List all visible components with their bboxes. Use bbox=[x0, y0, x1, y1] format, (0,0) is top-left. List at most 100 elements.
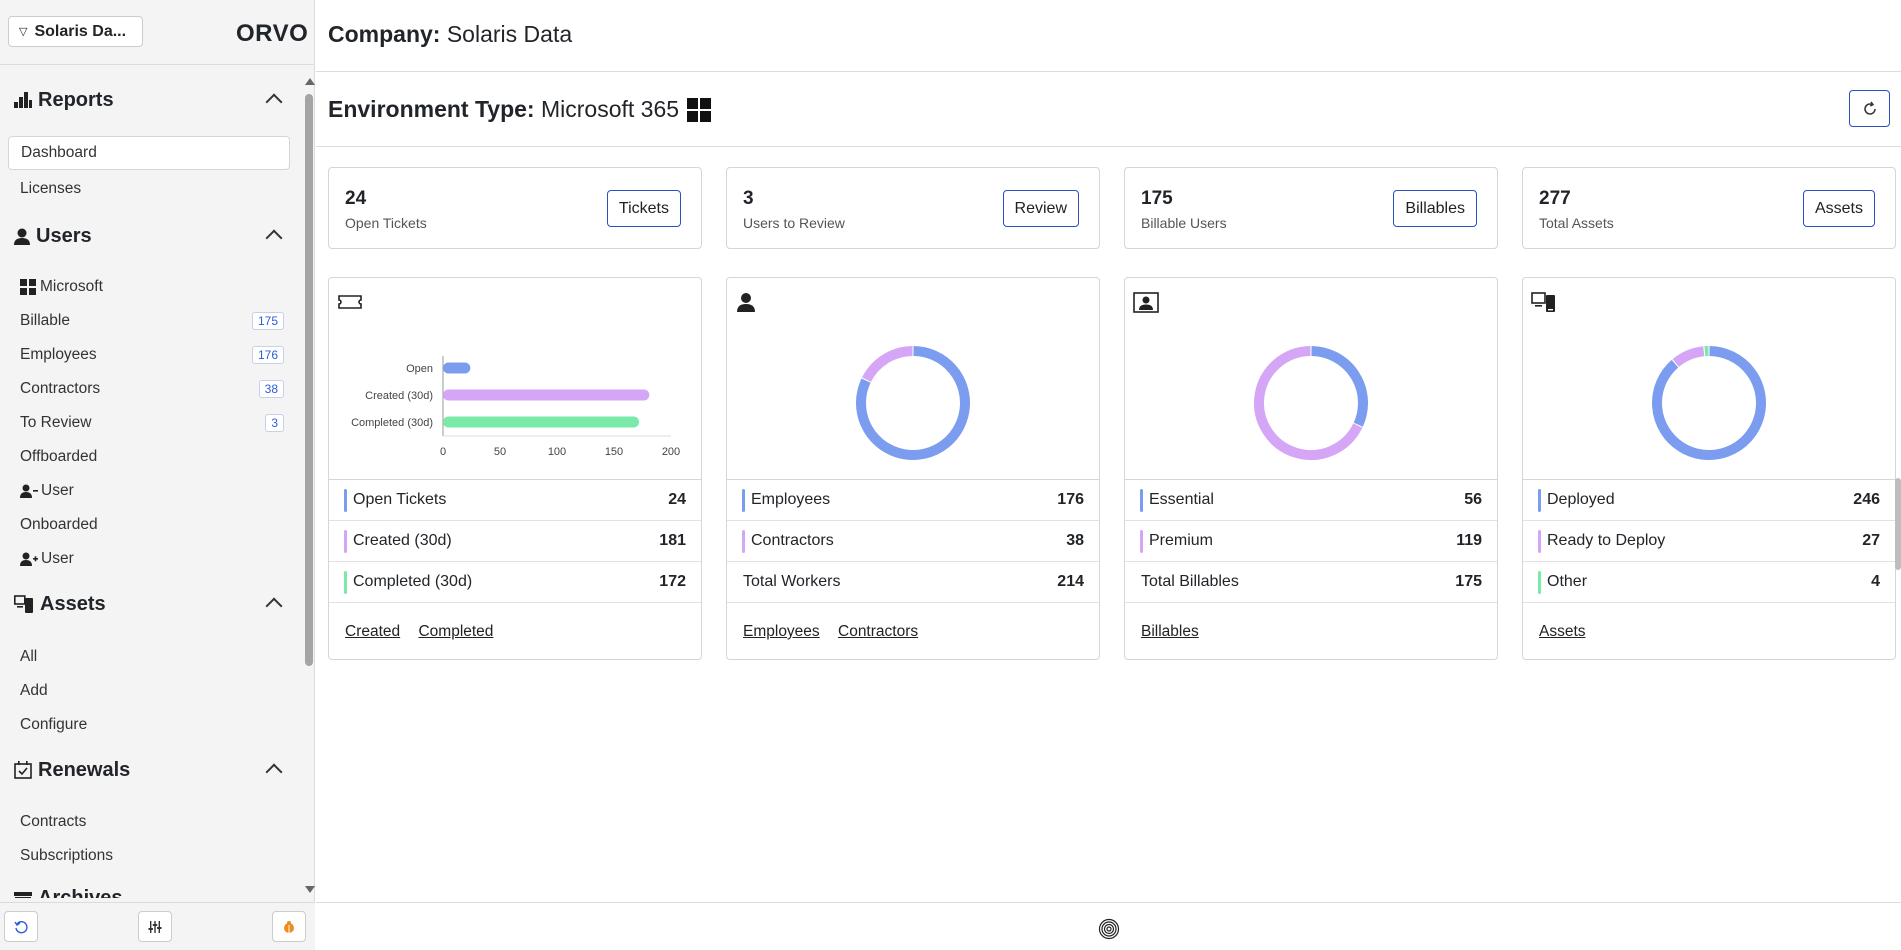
row-label: Open Tickets bbox=[353, 491, 447, 508]
nav-assets-add[interactable]: Add bbox=[20, 682, 48, 699]
bar-chart-icon bbox=[14, 92, 32, 108]
row-label: Total Workers bbox=[743, 573, 841, 590]
assets-donut-chart bbox=[1652, 346, 1766, 460]
chart-area bbox=[1125, 278, 1497, 480]
stat-card-assets: 277 Total Assets Assets bbox=[1522, 167, 1896, 249]
section-renewals-header[interactable]: Renewals bbox=[14, 756, 284, 784]
nav-users-contractors[interactable]: Contractors 38 bbox=[8, 372, 290, 406]
section-assets-header[interactable]: Assets bbox=[14, 590, 284, 618]
refresh-button[interactable] bbox=[1849, 90, 1890, 127]
nav-users-to-review[interactable]: To Review 3 bbox=[8, 406, 290, 440]
stat-label: Billable Users bbox=[1141, 215, 1227, 231]
page-title: Company: Solaris Data bbox=[328, 21, 572, 48]
bar bbox=[443, 416, 640, 428]
legend-row: Contractors 38 bbox=[727, 521, 1099, 562]
nav-users-billable[interactable]: Billable 175 bbox=[8, 304, 290, 338]
scroll-up-arrow-icon[interactable] bbox=[305, 78, 315, 85]
sidebar-divider bbox=[0, 64, 315, 65]
scroll-down-arrow-icon[interactable] bbox=[305, 886, 315, 893]
billables-chart-card: Essential 56 Premium 119 Total Billables… bbox=[1124, 277, 1498, 660]
nav-renewals-subscriptions[interactable]: Subscriptions bbox=[20, 847, 114, 864]
history-button[interactable] bbox=[4, 911, 38, 942]
assets-link[interactable]: Assets bbox=[1539, 623, 1586, 640]
nav-users-onboarded[interactable]: Onboarded bbox=[20, 516, 98, 533]
legend-marker bbox=[1538, 489, 1541, 512]
nav-licenses[interactable]: Licenses bbox=[20, 180, 82, 197]
nav-renewals-contracts[interactable]: Contracts bbox=[20, 813, 87, 830]
tickets-button[interactable]: Tickets bbox=[606, 190, 681, 227]
company-selector-button[interactable]: ▽ Solaris Da... bbox=[8, 16, 143, 47]
devices-icon bbox=[14, 595, 33, 613]
legend-marker bbox=[742, 530, 745, 553]
nav-onboard-user[interactable]: User bbox=[8, 542, 290, 576]
section-users-header[interactable]: Users bbox=[14, 222, 284, 250]
chevron-up-icon[interactable] bbox=[265, 597, 283, 615]
archive-icon bbox=[14, 892, 32, 898]
sidebar-nav: Reports Dashboard Licenses Users Microso… bbox=[0, 72, 302, 898]
settings-sliders-button[interactable] bbox=[138, 911, 172, 942]
nav-assets-configure[interactable]: Configure bbox=[20, 716, 88, 733]
chevron-up-icon[interactable] bbox=[265, 229, 283, 247]
row-value: 24 bbox=[668, 491, 686, 508]
legend-row: Employees 176 bbox=[727, 480, 1099, 521]
nav-assets-all[interactable]: All bbox=[20, 648, 38, 665]
employees-link[interactable]: Employees bbox=[743, 623, 820, 640]
row-value: 214 bbox=[1057, 573, 1084, 590]
legend-marker bbox=[1538, 530, 1541, 553]
assets-button[interactable]: Assets bbox=[1802, 190, 1875, 227]
bug-report-button[interactable] bbox=[272, 911, 306, 942]
main-scrollbar-thumb[interactable] bbox=[1895, 478, 1901, 570]
section-title: Reports bbox=[38, 88, 114, 111]
sidebar-header: ▽ Solaris Da... ORVO bbox=[0, 0, 315, 64]
row-label: Completed (30d) bbox=[353, 573, 473, 590]
fingerprint-icon bbox=[1098, 918, 1120, 940]
nav-users-employees[interactable]: Employees 176 bbox=[8, 338, 290, 372]
scrollbar-thumb[interactable] bbox=[305, 94, 313, 666]
created-link[interactable]: Created bbox=[345, 623, 401, 640]
tickets-bar-chart: Open Created (30d) Completed (30d) 0 50 100 15… bbox=[351, 356, 680, 458]
section-reports-header[interactable]: Reports bbox=[14, 86, 284, 114]
sidebar-scrollbar[interactable] bbox=[303, 72, 315, 898]
row-label: Other bbox=[1547, 573, 1588, 590]
row-label: Essential bbox=[1149, 491, 1214, 508]
sidebar-footer bbox=[0, 902, 315, 950]
contractors-link[interactable]: Contractors bbox=[838, 623, 919, 640]
env-divider bbox=[316, 146, 1901, 147]
billables-link[interactable]: Billables bbox=[1141, 623, 1199, 640]
workers-donut-chart bbox=[856, 346, 970, 460]
row-value: 172 bbox=[659, 573, 686, 590]
row-value: 38 bbox=[1066, 532, 1084, 549]
row-label: Ready to Deploy bbox=[1547, 532, 1666, 549]
chart-area bbox=[1523, 278, 1895, 480]
billables-button[interactable]: Billables bbox=[1393, 190, 1477, 227]
count-badge: 38 bbox=[258, 380, 284, 398]
category-label: Completed (30d) bbox=[351, 417, 433, 429]
row-label: Contractors bbox=[751, 532, 834, 549]
nav-label: User bbox=[41, 550, 74, 567]
review-button[interactable]: Review bbox=[1002, 190, 1079, 227]
user-icon bbox=[14, 228, 30, 245]
tickets-chart-card: Open Created (30d) Completed (30d) 0 50 100 15… bbox=[328, 277, 702, 660]
company-label: Company: bbox=[328, 21, 441, 47]
legend-row: Completed (30d) 172 bbox=[329, 562, 701, 603]
category-label: Open bbox=[406, 363, 433, 375]
stat-card-tickets: 24 Open Tickets Tickets bbox=[328, 167, 702, 249]
nav-offboard-user[interactable]: User bbox=[8, 474, 290, 508]
section-title: Assets bbox=[40, 592, 106, 615]
bug-icon bbox=[284, 920, 294, 933]
completed-link[interactable]: Completed bbox=[418, 623, 494, 640]
donut-slice bbox=[856, 346, 970, 460]
brand-logo: ORVO bbox=[236, 20, 309, 47]
nav-users-microsoft[interactable]: Microsoft bbox=[8, 270, 290, 304]
legend-row: Deployed 246 bbox=[1523, 480, 1895, 521]
section-archives-header[interactable]: Archives bbox=[14, 884, 284, 898]
x-tick-label: 200 bbox=[662, 446, 680, 458]
x-tick-label: 50 bbox=[494, 446, 506, 458]
nav-users-offboarded[interactable]: Offboarded bbox=[20, 448, 98, 465]
nav-dashboard[interactable]: Dashboard bbox=[8, 136, 290, 170]
microsoft-logo-icon bbox=[687, 97, 712, 122]
chevron-up-icon[interactable] bbox=[265, 93, 283, 111]
card-links: Billables bbox=[1141, 623, 1213, 641]
section-title: Users bbox=[36, 224, 92, 247]
chevron-up-icon[interactable] bbox=[265, 763, 283, 781]
